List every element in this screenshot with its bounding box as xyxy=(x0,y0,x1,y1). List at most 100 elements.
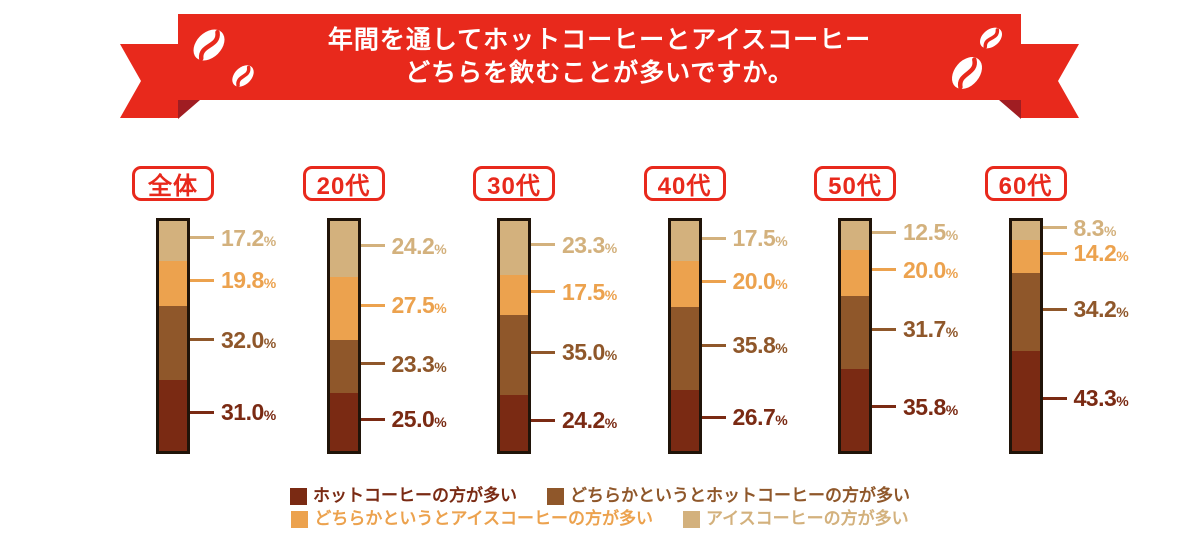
percent-suffix: % xyxy=(434,240,447,257)
value-connector-line xyxy=(1042,307,1067,311)
bar-segment xyxy=(500,221,528,275)
value-label: 32.0% xyxy=(221,327,276,356)
value-number: 14.2 xyxy=(1073,240,1117,267)
category-label-40代: 40代 xyxy=(643,166,726,201)
percent-suffix: % xyxy=(945,324,958,341)
value-label: 35.8% xyxy=(733,332,788,361)
value-number: 32.0 xyxy=(221,326,264,353)
category-label-all: 全体 xyxy=(132,166,214,201)
value-label: 31.7% xyxy=(903,316,958,345)
percent-suffix: % xyxy=(945,227,958,244)
legend-item: どちらかというとホットコーヒーの方が多い xyxy=(547,485,910,507)
percent-suffix: % xyxy=(604,239,617,256)
value-connector-line xyxy=(872,405,896,409)
value-connector-line xyxy=(190,278,214,282)
value-connector-line xyxy=(701,343,726,347)
survey-question-title: 年間を通してホットコーヒーとアイスコーヒー どちらを飲むことが多いですか。 xyxy=(178,14,1021,100)
value-label: 24.2% xyxy=(392,233,447,262)
value-label: 14.2% xyxy=(1074,240,1129,269)
bar-segment xyxy=(329,276,358,340)
value-label: 20.0% xyxy=(903,257,958,286)
bar-segment xyxy=(159,306,187,380)
bean-crease xyxy=(198,30,220,61)
bean-crease xyxy=(983,28,1000,49)
percent-suffix: % xyxy=(263,334,276,351)
value-label: 17.2% xyxy=(221,225,276,254)
bar-segment xyxy=(1011,221,1040,241)
value-connector-line xyxy=(872,268,896,272)
bean-crease xyxy=(236,65,251,87)
coffee-bean-icon xyxy=(232,65,254,87)
title-ribbon-banner xyxy=(120,14,1079,119)
bar-segment xyxy=(500,274,528,315)
bar-segment xyxy=(159,260,187,307)
value-number: 35.0 xyxy=(562,339,605,366)
bar-segment xyxy=(1011,240,1040,273)
value-label: 23.3% xyxy=(392,351,447,380)
value-number: 20.0 xyxy=(732,268,776,295)
percent-suffix: % xyxy=(775,340,788,357)
coffee-bean-icon xyxy=(951,57,983,90)
stacked-bar xyxy=(838,218,872,454)
bar-segment xyxy=(841,368,869,451)
value-connector-line xyxy=(872,230,896,234)
value-connector-line xyxy=(1042,226,1067,230)
bar-segment xyxy=(329,339,358,394)
value-label: 35.8% xyxy=(903,394,958,423)
bar-segment xyxy=(670,221,699,262)
value-number: 26.7 xyxy=(732,404,776,431)
legend-swatch-icon xyxy=(547,487,564,505)
value-label: 24.2% xyxy=(562,407,617,436)
legend-row: どちらかというとアイスコーヒーの方が多い アイスコーヒーの方が多い xyxy=(291,508,909,530)
percent-suffix: % xyxy=(1103,222,1116,239)
value-label: 35.0% xyxy=(562,339,617,368)
category-label-20代: 20代 xyxy=(302,166,385,201)
legend-swatch-icon xyxy=(291,510,309,528)
value-connector-line xyxy=(360,362,385,366)
value-connector-line xyxy=(1042,396,1067,400)
percent-suffix: % xyxy=(945,401,958,418)
value-number: 17.5 xyxy=(562,278,605,305)
percent-suffix: % xyxy=(434,300,447,317)
value-connector-line xyxy=(360,244,385,248)
value-number: 17.2 xyxy=(221,224,264,251)
percent-suffix: % xyxy=(1116,304,1129,321)
stacked-bar xyxy=(156,218,190,454)
value-number: 31.7 xyxy=(903,316,946,343)
bar-segment xyxy=(500,314,528,396)
stacked-bar xyxy=(326,218,361,454)
value-label: 19.8% xyxy=(221,267,276,296)
legend-swatch-icon xyxy=(290,487,307,505)
value-number: 20.0 xyxy=(903,256,946,283)
value-number: 25.0 xyxy=(391,406,435,433)
percent-suffix: % xyxy=(945,264,958,281)
category-label-60代: 60代 xyxy=(984,166,1067,201)
bar-segment xyxy=(841,249,869,296)
value-number: 8.3 xyxy=(1073,214,1105,241)
bar-segment xyxy=(841,221,869,250)
value-number: 19.8 xyxy=(221,267,264,294)
value-label: 27.5% xyxy=(392,292,447,321)
legend-label: どちらかというとアイスコーヒーの方が多い xyxy=(314,509,653,528)
value-label: 17.5% xyxy=(733,225,788,254)
value-connector-line xyxy=(190,236,214,240)
value-connector-line xyxy=(701,279,726,283)
value-label: 17.5% xyxy=(562,279,617,308)
percent-suffix: % xyxy=(1116,393,1129,410)
percent-suffix: % xyxy=(434,414,447,431)
value-connector-line xyxy=(1042,251,1067,255)
ribbon-tail-right xyxy=(1021,44,1079,118)
value-number: 35.8 xyxy=(903,393,946,420)
bar-segment xyxy=(841,295,869,369)
coffee-bean-icon xyxy=(193,29,225,61)
value-connector-line xyxy=(360,303,385,307)
ribbon-tail-left xyxy=(120,44,178,118)
percent-suffix: % xyxy=(434,358,447,375)
bar-segment xyxy=(329,221,358,277)
value-connector-line xyxy=(531,418,555,422)
bar-segment xyxy=(670,307,699,390)
percent-suffix: % xyxy=(604,286,617,303)
percent-suffix: % xyxy=(263,407,276,424)
value-connector-line xyxy=(531,290,555,294)
value-number: 27.5 xyxy=(391,292,435,319)
